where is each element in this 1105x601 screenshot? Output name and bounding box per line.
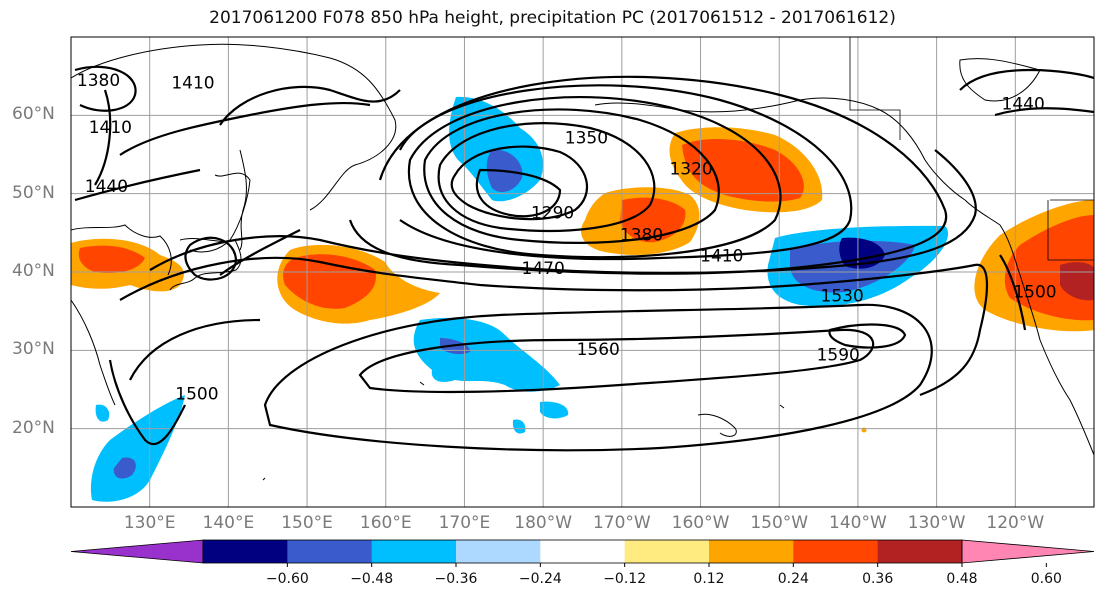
latitude-label: 20°N: [12, 417, 55, 438]
colorbar-segment: [456, 540, 541, 563]
colorbar-tick-label: −0.48: [350, 571, 394, 587]
colorbar-segment: [540, 540, 626, 563]
longitude-label: 130°W: [907, 513, 966, 533]
longitude-label: 140°E: [202, 513, 255, 533]
longitude-label: 160°E: [359, 513, 412, 533]
contour-label: 1320: [669, 160, 712, 180]
colorbar-tick-label: 0.36: [862, 571, 894, 587]
colorbar-segment: [624, 540, 710, 563]
colorbar-segment: [287, 540, 373, 563]
colorbar-segment: [709, 540, 794, 563]
map-frame: [70, 36, 1095, 508]
longitude-label: 140°W: [829, 513, 887, 533]
contour-label: 1500: [175, 384, 218, 404]
latitude-label: 60°N: [12, 104, 55, 125]
colorbar-tick-label: −0.60: [265, 571, 309, 587]
contour-label: 1500: [1013, 283, 1056, 303]
longitude-label: 150°E: [281, 513, 333, 533]
colorbar-segment: [203, 540, 288, 563]
precip-negative-region: [413, 317, 560, 392]
colorbar-extend-low: [70, 539, 204, 564]
precip-positive-region: [620, 197, 686, 243]
colorbar-tick-label: 0.24: [777, 571, 809, 587]
colorbar-segment: [877, 540, 963, 563]
contour-label: 1440: [85, 177, 128, 197]
longitude-label: 170°E: [438, 513, 491, 533]
contour-label: 1440: [1002, 95, 1045, 115]
precip-negative-region: [113, 457, 136, 479]
longitude-label: 160°W: [671, 513, 730, 533]
contour-label: 1380: [77, 71, 120, 91]
contour-label: 1410: [89, 118, 132, 138]
height-contours: [74, 65, 1094, 452]
contour-labels: 1380 1410 1410 1440 1350 1320 1290 1380 1410 1470…: [77, 71, 1057, 404]
colorbar-tick-label: −0.12: [603, 571, 647, 587]
colorbar-segment: [793, 540, 879, 563]
precip-negative-region: [540, 401, 569, 419]
contour-label: 1350: [565, 128, 608, 148]
longitude-label: 170°W: [592, 513, 651, 533]
latitude-label: 30°N: [12, 339, 55, 360]
colorbar-tick-label: −0.24: [518, 571, 562, 587]
contour-label: 1470: [522, 259, 565, 279]
colorbar-outline: [202, 539, 963, 564]
latitude-label: 40°N: [12, 261, 55, 281]
longitude-label: 150°W: [750, 513, 809, 533]
contour-label: 1290: [531, 203, 574, 223]
latitude-label: 50°N: [12, 182, 55, 203]
colorbar-extend-high: [961, 539, 1095, 564]
precip-negative-region: [90, 395, 185, 502]
precip-positive-region: [78, 245, 145, 274]
colorbar: [70, 539, 1095, 567]
contour-label: 1410: [700, 247, 743, 267]
contour-label: 1560: [577, 340, 620, 360]
precip-positive-region: [682, 138, 804, 202]
longitude-label: 130°E: [123, 513, 176, 533]
colorbar-segment: [371, 540, 457, 563]
colorbar-tick-label: 0.48: [946, 571, 978, 587]
colorbar-tick-label: −0.36: [434, 571, 478, 587]
longitude-label: 120°W: [986, 513, 1045, 533]
contour-label: 1590: [817, 345, 860, 365]
contour-label: 1380: [620, 225, 663, 245]
precip-negative-region: [512, 419, 526, 434]
precip-negative-region: [95, 404, 110, 422]
colorbar-tick-label: 0.60: [1030, 571, 1062, 587]
contour-label: 1530: [821, 287, 864, 307]
contour-label: 1410: [171, 73, 214, 93]
colorbar-tick-label: 0.12: [693, 571, 725, 587]
longitude-label: 180°W: [514, 513, 573, 533]
map-title: 2017061200 F078 850 hPa height, precipit…: [209, 8, 896, 28]
